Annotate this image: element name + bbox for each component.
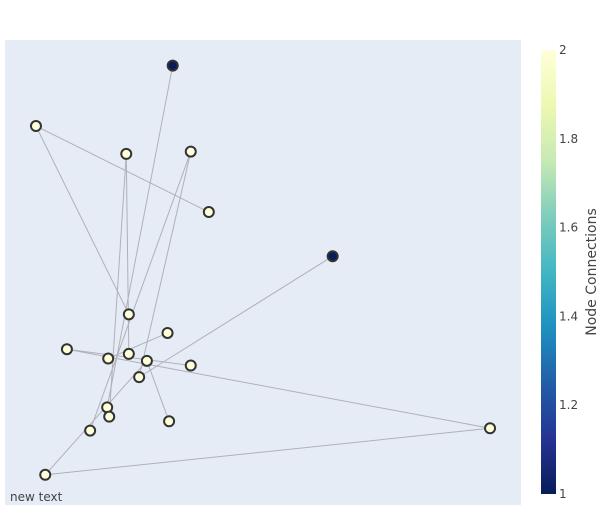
graph-edge-7 — [138, 255, 333, 378]
graph-node-9[interactable] — [122, 347, 135, 360]
colorbar-tick-label-2: 1.4 — [559, 309, 578, 323]
graph-edge-6 — [89, 151, 192, 431]
graph-node-3[interactable] — [184, 145, 197, 158]
annotation-text: new text — [10, 490, 63, 504]
graph-node-16[interactable] — [163, 415, 176, 428]
graph-edge-1 — [35, 125, 130, 315]
graph-edge-9 — [66, 348, 491, 429]
plot-area[interactable] — [5, 40, 521, 505]
graph-node-0[interactable] — [166, 59, 179, 72]
graph-edge-13 — [45, 427, 491, 476]
graph-node-2[interactable] — [120, 147, 133, 160]
colorbar — [541, 50, 556, 494]
graph-node-8[interactable] — [60, 343, 73, 356]
graph-edge-11 — [146, 360, 170, 422]
colorbar-ticks: 1 1.2 1.4 1.6 1.8 2 — [559, 43, 578, 501]
graph-node-11[interactable] — [140, 354, 153, 367]
colorbar-tick-label-0: 1 — [559, 487, 567, 501]
colorbar-tick-label-1: 1.2 — [559, 398, 578, 412]
graph-node-7[interactable] — [161, 326, 174, 339]
graph-node-5[interactable] — [326, 250, 339, 263]
graph-node-19[interactable] — [39, 468, 52, 481]
graph-node-4[interactable] — [202, 206, 215, 219]
graph-node-10[interactable] — [102, 352, 115, 365]
colorbar-tick-label-5: 2 — [559, 43, 567, 57]
colorbar-tick-label-3: 1.6 — [559, 221, 578, 235]
graph-node-17[interactable] — [84, 424, 97, 437]
graph-edge-5 — [138, 151, 192, 378]
colorbar-tick-label-4: 1.8 — [559, 132, 578, 146]
graph-node-12[interactable] — [184, 359, 197, 372]
graph-edge-3 — [108, 153, 127, 417]
graph-node-15[interactable] — [103, 410, 116, 423]
graph-node-13[interactable] — [133, 371, 146, 384]
graph-edge-0 — [106, 65, 174, 408]
graph-edge-4 — [125, 153, 130, 354]
graph-node-6[interactable] — [122, 308, 135, 321]
edges-layer — [35, 65, 491, 476]
colorbar-title: Node Connections — [584, 208, 600, 336]
nodes-layer — [29, 59, 497, 481]
graph-node-1[interactable] — [29, 120, 42, 133]
graph-edge-8 — [108, 332, 168, 359]
graph-node-18[interactable] — [484, 422, 497, 435]
graph-edge-12 — [44, 360, 148, 476]
